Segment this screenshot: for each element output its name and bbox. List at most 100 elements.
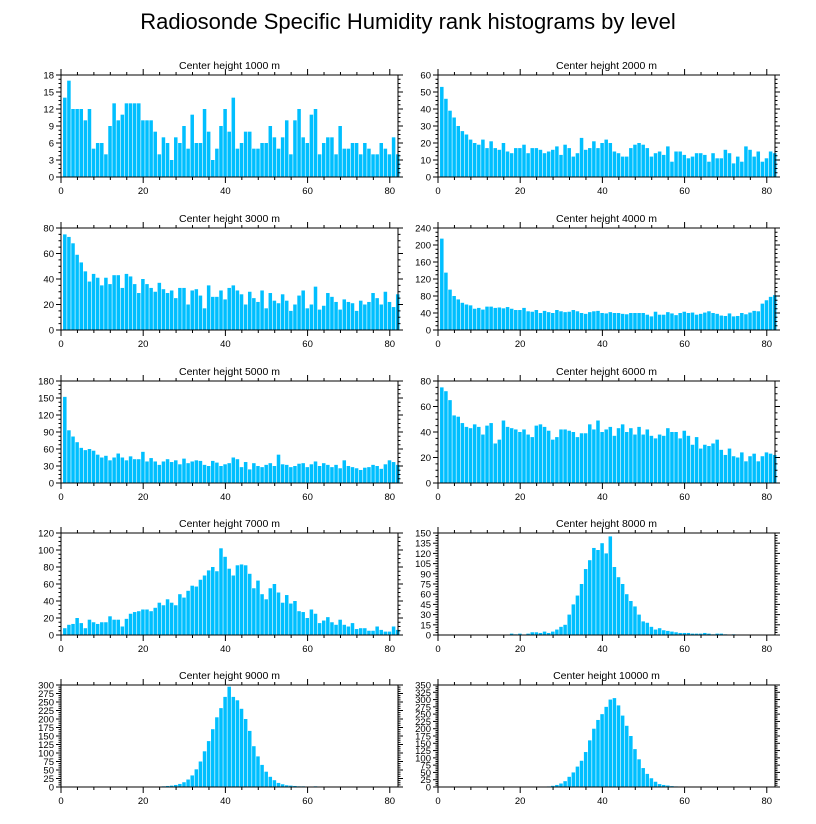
histogram-bar — [83, 120, 88, 177]
histogram-bar — [137, 293, 141, 330]
histogram-bar — [452, 117, 456, 177]
histogram-bar — [740, 161, 744, 177]
histogram-bar — [711, 313, 715, 330]
histogram-bar — [293, 601, 297, 635]
histogram-bar — [756, 151, 761, 177]
histogram-bar — [272, 780, 277, 787]
histogram-bar — [137, 611, 141, 635]
histogram-bar — [231, 97, 236, 177]
histogram-bar — [256, 148, 260, 177]
y-tick-label: 0 — [49, 173, 54, 184]
histogram-bar — [629, 428, 633, 483]
histogram-bar — [104, 277, 108, 330]
histogram-bar — [559, 311, 563, 330]
y-tick-label: 150 — [415, 529, 431, 540]
histogram-bar — [83, 450, 88, 483]
histogram-bar — [145, 120, 149, 177]
histogram-bar — [542, 310, 547, 331]
histogram-bar — [247, 291, 252, 330]
x-tick-label: 80 — [384, 339, 395, 350]
histogram-bar — [526, 633, 530, 635]
y-tick-label: 120 — [415, 275, 431, 286]
histogram-bar — [678, 632, 682, 635]
x-tick-label: 20 — [515, 492, 526, 503]
y-tick-label: 40 — [420, 105, 431, 116]
histogram-bar — [157, 282, 162, 330]
histogram-bar — [215, 717, 219, 787]
histogram-bar — [215, 571, 219, 635]
y-tick-label: 120 — [415, 549, 431, 560]
histogram-bar — [313, 613, 318, 635]
histogram-bar — [555, 784, 559, 787]
y-tick-label: 40 — [420, 428, 431, 439]
x-tick-label: 80 — [761, 186, 772, 197]
histogram-bar — [468, 428, 473, 483]
histogram-bar — [321, 143, 326, 177]
histogram-bar — [116, 619, 120, 635]
histogram-bar — [464, 134, 469, 177]
histogram-bar — [350, 623, 355, 635]
histogram-bar — [247, 573, 252, 635]
x-tick-label: 60 — [679, 796, 690, 807]
histogram-bar — [727, 153, 732, 177]
y-tick-label: 175 — [38, 723, 54, 734]
histogram-panel-10: Center height 10000 m0 20 40 60 800255075100… — [415, 670, 780, 807]
histogram-bar — [530, 311, 534, 330]
histogram-bar — [719, 315, 724, 330]
histogram-bar — [124, 618, 129, 635]
y-tick-label: 75 — [420, 580, 431, 591]
y-tick-label: 40 — [43, 275, 54, 286]
histogram-bar — [620, 584, 625, 635]
histogram-bar — [387, 154, 392, 177]
histogram-bar — [227, 568, 231, 635]
histogram-bar — [440, 86, 444, 177]
histogram-bar — [174, 605, 178, 635]
histogram-bar — [79, 447, 83, 483]
histogram-bar — [514, 310, 518, 330]
histogram-bar — [379, 468, 384, 483]
histogram-bar — [583, 149, 588, 177]
histogram-bar — [596, 420, 600, 483]
histogram-bar — [354, 310, 359, 331]
histogram-panel-2: Center height 2000 m 0 20 40 60 80 0 10 20 30 40 50… — [420, 60, 780, 197]
histogram-bar — [342, 148, 347, 177]
histogram-bar — [116, 275, 120, 330]
y-tick-label: 250 — [38, 698, 54, 709]
histogram-bar — [608, 312, 613, 330]
histogram-bar — [649, 626, 654, 635]
histogram-bar — [342, 460, 347, 483]
histogram-bar — [551, 785, 555, 787]
histogram-bar — [268, 293, 273, 330]
y-tick-label: 30 — [420, 610, 431, 621]
y-tick-label: 125 — [38, 740, 54, 751]
histogram-bar — [243, 719, 248, 787]
histogram-bar — [645, 314, 650, 330]
histogram-bar — [182, 597, 186, 635]
y-tick-label: 20 — [43, 614, 54, 625]
histogram-bar — [63, 234, 67, 331]
histogram-bar — [703, 154, 707, 177]
histogram-bar — [604, 553, 608, 635]
histogram-bar — [120, 457, 125, 483]
histogram-bar — [317, 309, 322, 330]
histogram-bar — [215, 462, 219, 483]
histogram-bar — [305, 308, 310, 330]
y-tick-label: 0 — [426, 631, 431, 642]
x-tick-label: 40 — [220, 644, 231, 655]
histogram-bar — [653, 781, 658, 787]
histogram-bar — [592, 311, 596, 330]
histogram-bar — [579, 584, 584, 635]
histogram-bar — [526, 153, 530, 177]
histogram-bar — [235, 148, 240, 177]
histogram-bar — [334, 301, 338, 330]
histogram-bar — [301, 137, 305, 177]
histogram-bar — [247, 730, 252, 787]
histogram-bar — [260, 290, 264, 330]
histogram-bar — [346, 466, 351, 483]
histogram-bar — [555, 146, 559, 177]
y-tick-label: 0 — [426, 326, 431, 337]
histogram-bar — [108, 616, 112, 635]
histogram-bar — [583, 313, 588, 330]
histogram-bar — [75, 109, 79, 177]
histogram-bar — [518, 310, 522, 330]
